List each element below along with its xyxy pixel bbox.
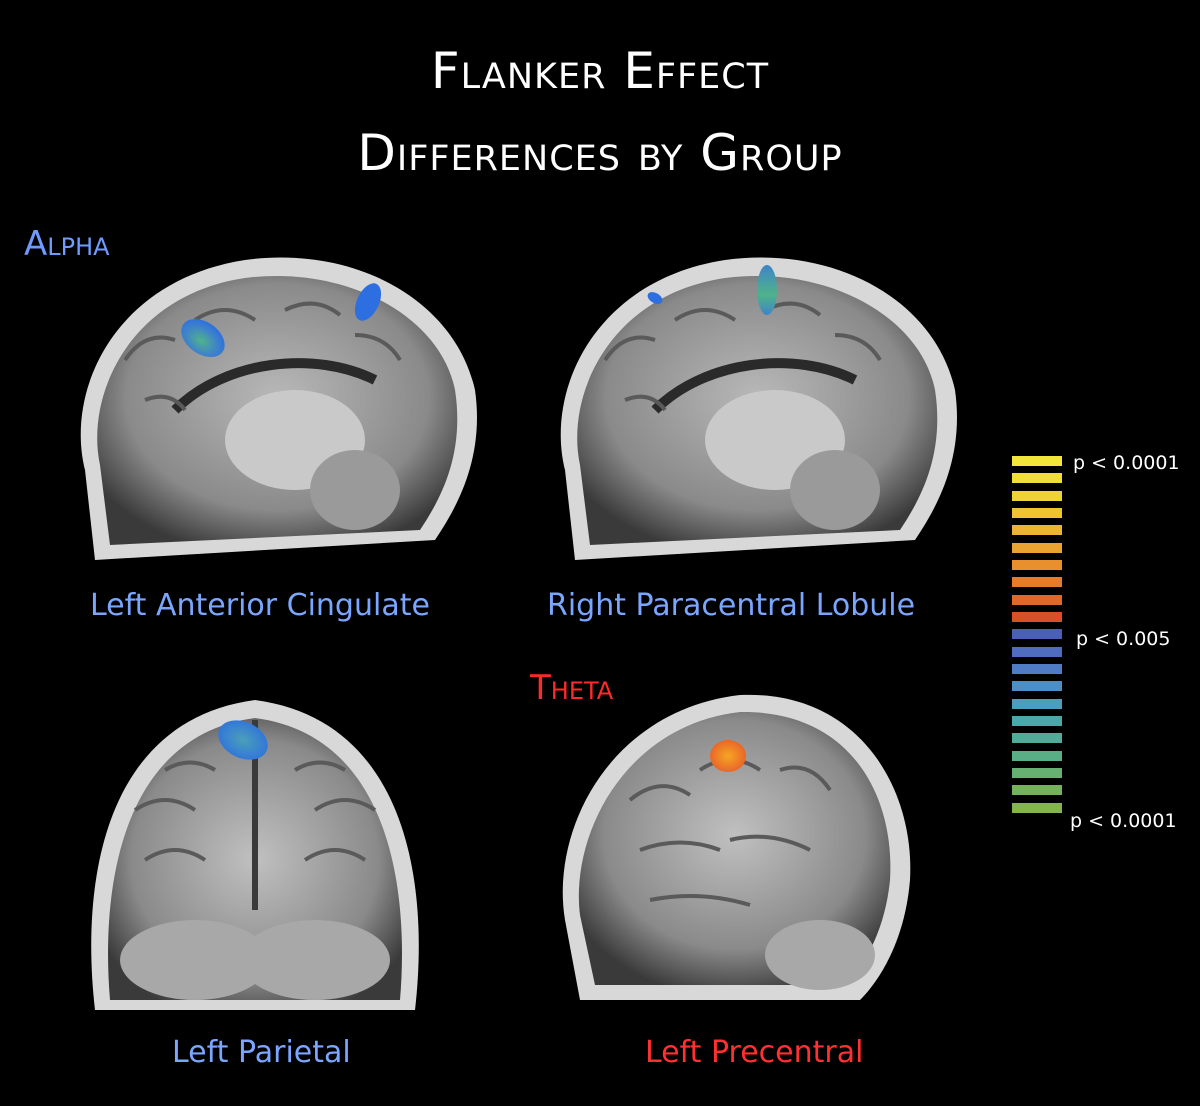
brain-sagittal-left-precentral	[562, 694, 911, 1000]
legend-color-swatch	[1012, 456, 1062, 466]
activation-blob-parietal-medial	[354, 283, 382, 321]
legend-color-swatch	[1012, 646, 1062, 657]
caption-right-paracentral-lobule: Right Paracentral Lobule	[547, 588, 916, 623]
legend-color-swatch	[1012, 612, 1062, 622]
legend-color-swatch	[1012, 664, 1062, 674]
legend-color-swatch	[1012, 681, 1062, 692]
legend-label-mid: p < 0.005	[1076, 628, 1171, 650]
legend-color-swatch	[1012, 577, 1062, 588]
title-line-2: Differences by Group	[357, 124, 843, 182]
caption-left-precentral: Left Precentral	[645, 1035, 864, 1070]
alpha-band-label: Alpha	[24, 224, 110, 264]
brain-coronal-left-parietal	[91, 700, 419, 1010]
legend-color-swatch	[1012, 525, 1062, 536]
legend-color-swatch	[1012, 750, 1062, 761]
legend-color-swatch	[1012, 698, 1062, 709]
legend-color-swatch	[1012, 594, 1062, 605]
legend-color-swatch	[1012, 716, 1062, 726]
brain-sagittal-left-anterior-cingulate	[80, 257, 477, 560]
legend-color-swatch	[1012, 785, 1062, 796]
activation-blob-left-parietal	[218, 720, 268, 760]
legend-color-swatch	[1012, 560, 1062, 570]
legend-color-swatch	[1012, 802, 1062, 813]
caption-left-parietal: Left Parietal	[172, 1035, 351, 1070]
legend-color-swatch	[1012, 542, 1062, 553]
legend-color-swatch	[1012, 490, 1062, 501]
activation-blob-left-precentral	[710, 740, 746, 772]
legend-label-bottom: p < 0.0001	[1070, 810, 1177, 832]
legend-color-swatch	[1012, 629, 1062, 640]
legend-color-swatch	[1012, 768, 1062, 778]
title-line-1: Flanker Effect	[430, 42, 770, 100]
legend-color-swatch	[1012, 508, 1062, 518]
activation-blob-anterior-cingulate	[181, 318, 225, 358]
brain-sagittal-right-paracentral-lobule	[560, 257, 957, 560]
legend-color-swatch	[1012, 733, 1062, 744]
legend-color-swatch	[1012, 473, 1062, 484]
theta-band-label: Theta	[530, 668, 614, 708]
caption-left-anterior-cingulate: Left Anterior Cingulate	[90, 588, 430, 623]
activation-blob-frontal-small	[647, 292, 663, 304]
activation-blob-paracentral	[757, 265, 777, 315]
legend-label-top: p < 0.0001	[1073, 452, 1180, 474]
